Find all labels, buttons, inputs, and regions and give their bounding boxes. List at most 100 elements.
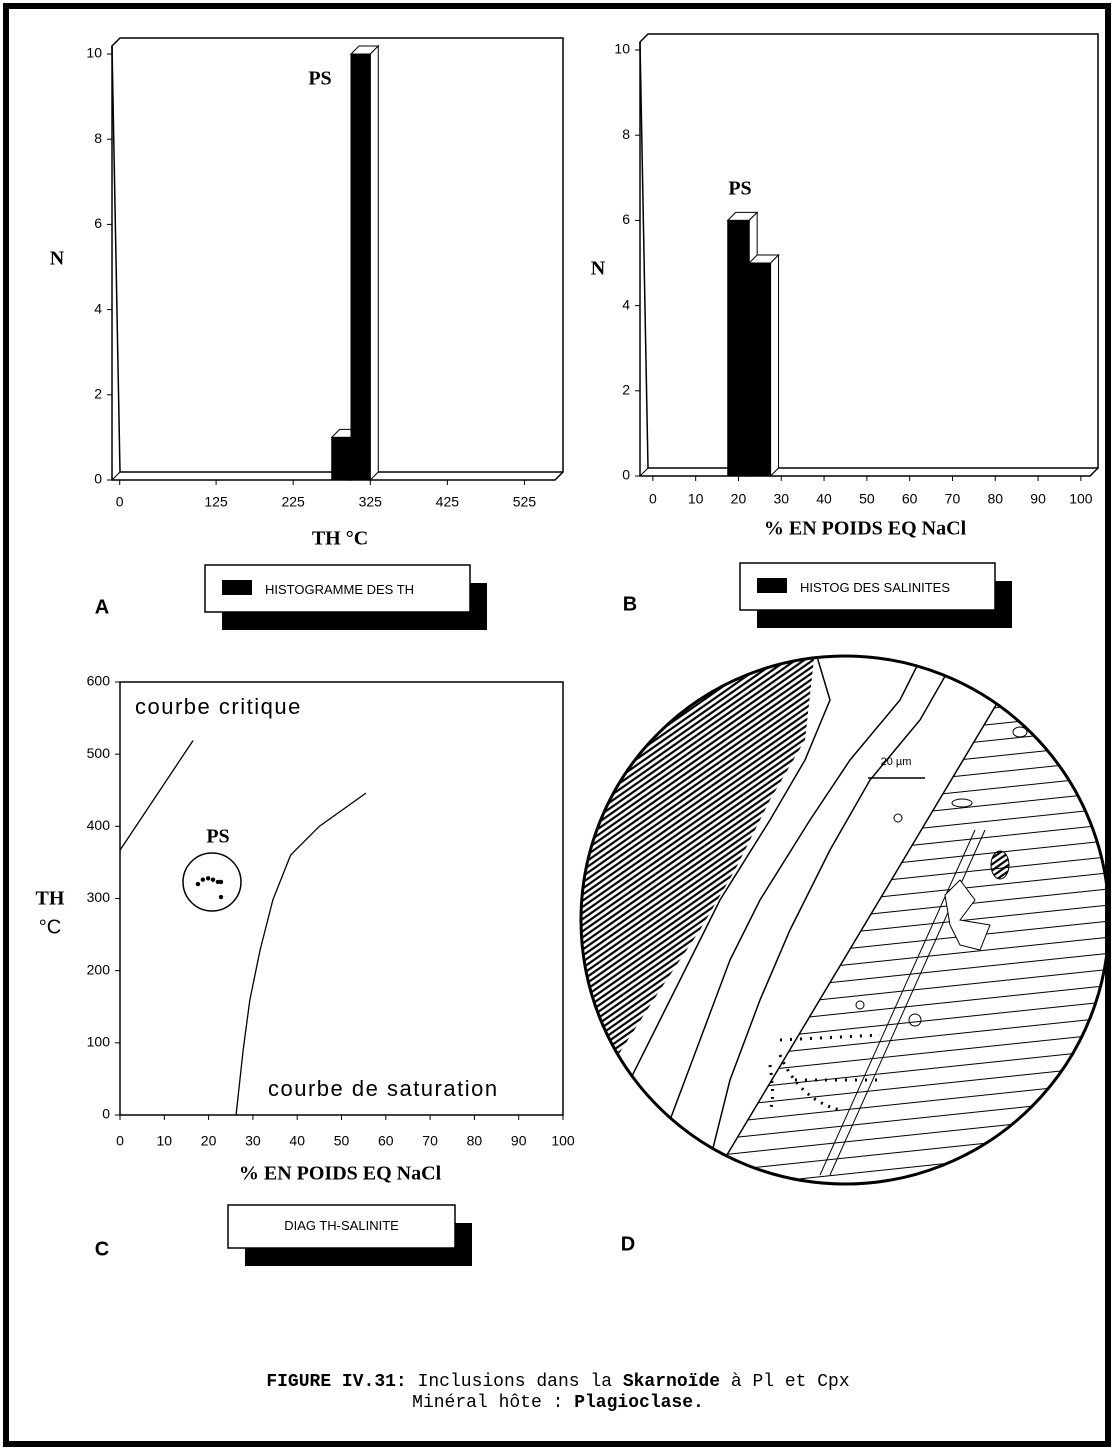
legend-swatch — [757, 578, 787, 593]
plot-frame — [119, 681, 564, 1116]
x-tick-label: 100 — [551, 1133, 575, 1149]
y-tick-label: 4 — [94, 300, 102, 316]
x-tick-label: 90 — [511, 1133, 527, 1149]
curve-label: courbe critique — [135, 694, 302, 719]
y-axis-label: N — [591, 258, 606, 280]
x-tick-label: 0 — [116, 1133, 124, 1149]
y-tick-label: 200 — [87, 961, 111, 977]
inclusion — [1012, 726, 1028, 738]
y-tick-label: 0 — [622, 467, 630, 483]
micrograph-drawing — [581, 656, 1109, 1184]
point — [210, 877, 216, 882]
curve — [119, 740, 194, 851]
x-tick-label: 0 — [116, 494, 124, 510]
y-tick-label: 0 — [102, 1106, 110, 1122]
bar — [748, 262, 772, 477]
plot-frame — [639, 33, 1099, 469]
x-tick-label: 40 — [816, 491, 832, 507]
x-tick-label: 80 — [987, 491, 1003, 507]
x-axis-label: % EN POIDS EQ NaCl — [239, 1163, 442, 1185]
y-tick-label: 6 — [94, 215, 102, 231]
caption-text: FIGURE IV.31: — [266, 1372, 407, 1392]
bar-side — [369, 44, 379, 482]
caption-line: Minéral hôte : Plagioclase. — [0, 1393, 1116, 1414]
annotation: PS — [308, 68, 331, 90]
plot-frame — [111, 46, 564, 481]
point — [205, 876, 211, 881]
y-tick-label: 500 — [87, 745, 111, 761]
panel-label: C — [95, 1238, 109, 1260]
x-tick-label: 525 — [513, 494, 537, 510]
inclusion — [893, 813, 903, 823]
y-tick-label: 8 — [622, 126, 630, 142]
bar — [331, 436, 352, 481]
x-tick-label: 20 — [731, 491, 747, 507]
annotation: PS — [728, 178, 751, 200]
legend-label: DIAG TH-SALINITE — [284, 1218, 399, 1233]
caption-text: Plagioclase. — [574, 1393, 704, 1413]
x-tick-label: 50 — [859, 491, 875, 507]
scale-label: 20 µm — [881, 756, 912, 768]
legend-label: HISTOGRAMME DES TH — [265, 582, 414, 597]
page-frame — [3, 3, 1111, 1447]
point — [215, 879, 221, 885]
vein-edge — [659, 656, 926, 1181]
caption-line: FIGURE IV.31: Inclusions dans la Skarnoï… — [0, 1372, 1116, 1393]
caption-text: Skarnoïde — [622, 1372, 721, 1392]
y-tick-label: 10 — [614, 41, 630, 57]
x-tick-label: 425 — [436, 494, 460, 510]
plot-frame — [111, 37, 564, 473]
x-tick-label: 100 — [1069, 491, 1093, 507]
panel-label: B — [623, 593, 637, 615]
y-tick-label: 100 — [87, 1034, 111, 1050]
host-crystal — [700, 690, 1109, 1184]
inclusion-trail — [768, 1054, 841, 1112]
panel-label: A — [95, 596, 109, 618]
x-tick-label: 80 — [467, 1133, 483, 1149]
vein-edge — [619, 656, 831, 1101]
bar — [727, 219, 750, 477]
y-axis-label: N — [50, 248, 65, 270]
x-tick-label: 325 — [359, 494, 383, 510]
caption-text: Minéral hôte : — [412, 1393, 564, 1413]
y-axis-label: °C — [39, 916, 61, 938]
bar — [350, 53, 371, 481]
legend-swatch — [222, 580, 252, 595]
y-tick-label: 0 — [94, 471, 102, 487]
plot-frame — [111, 471, 121, 481]
x-tick-label: 225 — [281, 494, 305, 510]
x-tick-label: 90 — [1030, 491, 1046, 507]
y-tick-label: 2 — [94, 386, 102, 402]
curve-label: courbe de saturation — [268, 1076, 499, 1101]
x-tick-label: 70 — [422, 1133, 438, 1149]
inclusion — [855, 1000, 865, 1010]
y-tick-label: 10 — [86, 45, 102, 61]
x-tick-label: 60 — [902, 491, 918, 507]
x-tick-label: 70 — [945, 491, 961, 507]
x-tick-label: 0 — [649, 491, 657, 507]
point — [218, 894, 224, 900]
inclusion — [951, 798, 973, 808]
point — [195, 881, 201, 887]
x-tick-label: 50 — [334, 1133, 350, 1149]
x-axis-label: % EN POIDS EQ NaCl — [764, 518, 967, 540]
inclusion — [990, 850, 1010, 880]
plot-frame — [639, 42, 1099, 477]
plot-frame — [639, 467, 649, 477]
y-tick-label: 300 — [87, 889, 111, 905]
y-tick-label: 400 — [87, 817, 111, 833]
x-tick-label: 125 — [204, 494, 228, 510]
x-tick-label: 60 — [378, 1133, 394, 1149]
x-tick-label: 30 — [773, 491, 789, 507]
x-tick-label: 30 — [245, 1133, 261, 1149]
y-tick-label: 6 — [622, 211, 630, 227]
x-tick-label: 40 — [289, 1133, 305, 1149]
y-tick-label: 4 — [622, 296, 630, 312]
inclusion-trail — [779, 1033, 881, 1082]
inclusion — [908, 1013, 922, 1027]
y-tick-label: 600 — [87, 673, 111, 689]
legend — [227, 1204, 456, 1249]
caption-text: Inclusions dans la — [417, 1372, 612, 1392]
